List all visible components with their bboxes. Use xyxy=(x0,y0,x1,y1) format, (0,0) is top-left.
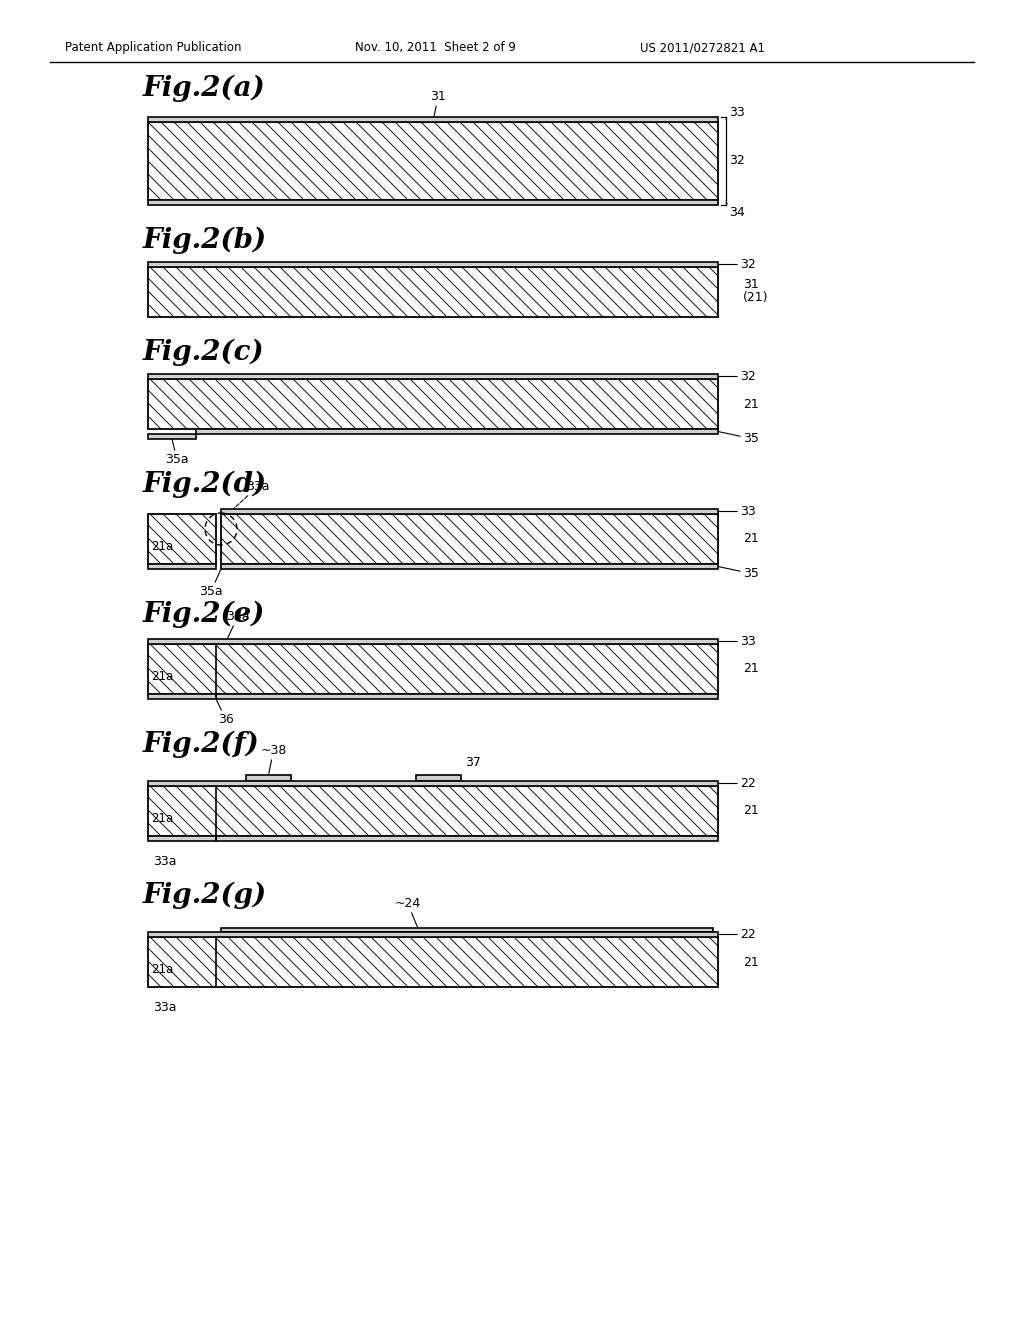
Bar xyxy=(148,201,718,205)
Text: (21): (21) xyxy=(743,290,768,304)
Bar xyxy=(148,644,718,694)
Bar xyxy=(148,694,216,700)
Text: 35: 35 xyxy=(718,432,759,445)
Bar xyxy=(221,513,718,564)
Bar xyxy=(221,510,718,513)
Bar xyxy=(148,434,196,440)
Text: Fig.2(e): Fig.2(e) xyxy=(143,601,265,628)
Bar xyxy=(216,836,718,841)
Bar xyxy=(148,781,718,785)
Text: 34: 34 xyxy=(726,202,744,219)
Text: 37: 37 xyxy=(465,756,481,770)
Text: 32: 32 xyxy=(729,154,744,168)
Text: 35: 35 xyxy=(718,566,759,579)
Text: 32: 32 xyxy=(718,257,756,271)
Bar xyxy=(246,775,291,781)
Bar xyxy=(148,513,216,564)
Text: 33: 33 xyxy=(718,506,756,517)
Text: 36: 36 xyxy=(216,700,233,726)
Text: Nov. 10, 2011  Sheet 2 of 9: Nov. 10, 2011 Sheet 2 of 9 xyxy=(355,41,516,54)
Bar xyxy=(221,564,718,569)
Bar xyxy=(416,775,461,781)
Text: 21a: 21a xyxy=(151,540,173,553)
Text: 21: 21 xyxy=(743,956,759,969)
Bar xyxy=(148,117,718,121)
Text: 21: 21 xyxy=(743,397,759,411)
Bar xyxy=(148,121,718,201)
Text: Patent Application Publication: Patent Application Publication xyxy=(65,41,242,54)
Text: ~38: ~38 xyxy=(260,744,287,775)
Text: 21a: 21a xyxy=(151,964,173,975)
Bar xyxy=(148,932,718,937)
Text: 33: 33 xyxy=(718,635,756,648)
Text: Fig.2(d): Fig.2(d) xyxy=(143,471,267,499)
Text: 33: 33 xyxy=(726,106,744,120)
Bar xyxy=(148,564,216,569)
Bar xyxy=(148,267,718,317)
Text: 21: 21 xyxy=(743,532,759,545)
Bar xyxy=(148,374,718,379)
Bar xyxy=(148,937,718,987)
Text: 33a: 33a xyxy=(226,610,250,642)
Text: Fig.2(a): Fig.2(a) xyxy=(143,75,266,103)
Text: 32: 32 xyxy=(718,370,756,383)
Text: Fig.2(b): Fig.2(b) xyxy=(143,227,267,255)
Bar xyxy=(148,261,718,267)
Bar xyxy=(148,836,216,841)
Text: 35a: 35a xyxy=(200,569,223,598)
Text: Fig.2(g): Fig.2(g) xyxy=(143,882,267,909)
Text: 35a: 35a xyxy=(165,440,188,466)
Text: 21a: 21a xyxy=(151,671,173,682)
Text: 33a: 33a xyxy=(153,1001,176,1014)
Text: 22: 22 xyxy=(718,928,756,941)
Bar xyxy=(216,694,718,700)
Bar xyxy=(221,928,713,932)
Bar xyxy=(148,379,718,429)
Text: US 2011/0272821 A1: US 2011/0272821 A1 xyxy=(640,41,765,54)
Text: ~24: ~24 xyxy=(394,898,421,928)
Text: 22: 22 xyxy=(718,777,756,789)
Text: 21: 21 xyxy=(743,663,759,676)
Text: 33a: 33a xyxy=(229,480,269,513)
Bar xyxy=(196,429,718,434)
Bar xyxy=(148,639,718,644)
Bar xyxy=(148,785,718,836)
Text: Fig.2(f): Fig.2(f) xyxy=(143,731,260,759)
Text: 21: 21 xyxy=(743,804,759,817)
Text: Fig.2(c): Fig.2(c) xyxy=(143,339,264,367)
Text: 31: 31 xyxy=(743,279,759,290)
Text: 31: 31 xyxy=(430,90,445,121)
Text: 33a: 33a xyxy=(153,855,176,869)
Text: 21a: 21a xyxy=(151,812,173,825)
